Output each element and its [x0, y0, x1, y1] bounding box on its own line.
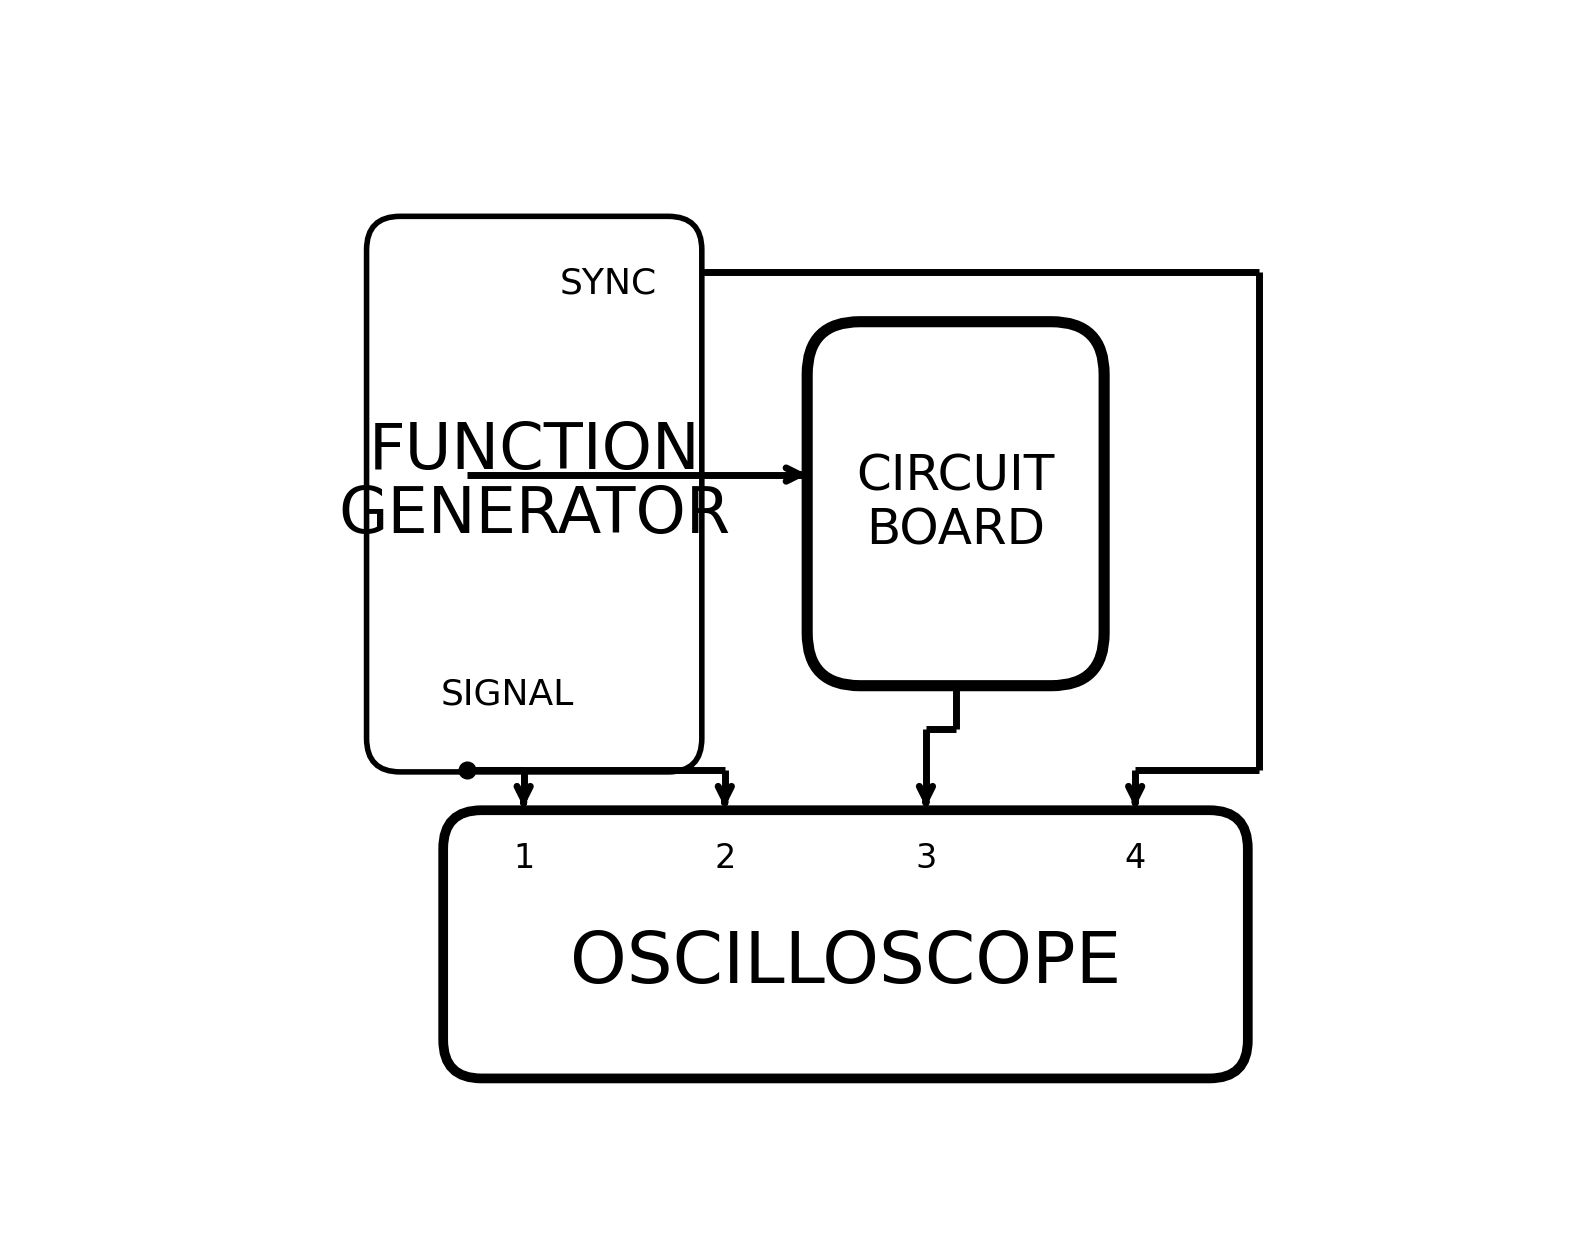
Text: FUNCTION
GENERATOR: FUNCTION GENERATOR [339, 419, 731, 546]
Text: SYNC: SYNC [559, 266, 657, 300]
Text: OSCILLOSCOPE: OSCILLOSCOPE [570, 929, 1121, 998]
Text: 2: 2 [713, 842, 736, 875]
Text: CIRCUIT
BOARD: CIRCUIT BOARD [857, 453, 1055, 555]
Text: 4: 4 [1125, 842, 1145, 875]
Text: SIGNAL: SIGNAL [441, 677, 573, 712]
FancyBboxPatch shape [443, 810, 1247, 1079]
Text: 1: 1 [513, 842, 534, 875]
FancyBboxPatch shape [806, 322, 1104, 685]
FancyBboxPatch shape [367, 216, 702, 771]
Text: 3: 3 [915, 842, 937, 875]
